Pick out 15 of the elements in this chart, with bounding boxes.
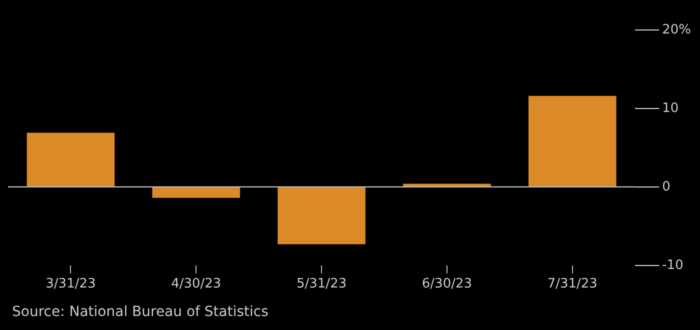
bar	[26, 132, 115, 186]
x-tick-label: 6/30/23	[422, 276, 472, 292]
bar	[403, 184, 491, 186]
bar	[278, 187, 366, 244]
y-tick-label: 20%	[662, 22, 692, 38]
y-tick-label: 10	[662, 100, 679, 116]
x-tick-label: 4/30/23	[171, 276, 222, 292]
y-tick-label: -10	[662, 258, 684, 273]
source-note: Source: National Bureau of Statistics	[12, 304, 268, 320]
y-tick-label: 0	[662, 179, 670, 194]
x-tick-label: 3/31/23	[46, 276, 96, 292]
x-tick-label: 7/31/23	[547, 276, 598, 292]
bar	[152, 187, 240, 198]
x-tick-label: 5/31/23	[296, 276, 347, 292]
bar	[528, 96, 616, 186]
